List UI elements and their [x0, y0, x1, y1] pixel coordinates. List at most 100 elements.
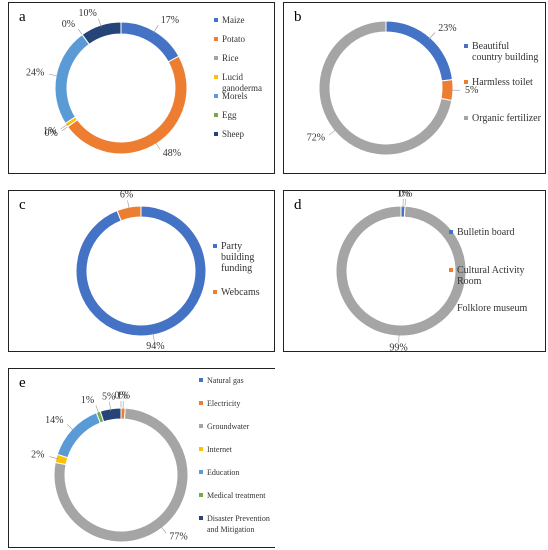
data-label: 14%	[45, 415, 63, 426]
legend-label: Sheep	[222, 129, 244, 139]
chart-panel: 1% 0% 99% d Bulletin board Cultural Activity …	[283, 190, 546, 352]
legend-label: Medical treatment	[207, 491, 266, 500]
legend-swatch	[213, 244, 217, 248]
legend-item: Webcams	[213, 287, 273, 333]
legend-label: Party building funding	[221, 241, 255, 274]
legend-swatch	[214, 75, 218, 79]
legend-item: Cultural Activity Room	[449, 265, 539, 303]
chart-panel: 23% 5% 72% b Beautiful country building Harml…	[283, 2, 546, 174]
donut-chart: 23% 5% 72%	[307, 20, 478, 156]
legend-item: Internet	[199, 444, 275, 467]
legend-label: Organic fertilizer	[472, 113, 541, 124]
data-label: 24%	[26, 68, 44, 79]
leader-line	[95, 405, 100, 414]
leader-line	[428, 32, 436, 40]
legend-item: Medical treatment	[199, 490, 275, 513]
legend-label: Potato	[222, 34, 246, 44]
legend-label: Internet	[207, 445, 232, 454]
data-label: 0%	[62, 19, 75, 30]
legend-label: Education	[207, 468, 240, 477]
legend-item: Groundwater	[199, 421, 275, 444]
data-label: 1%	[117, 390, 130, 401]
legend-label: Bulletin board	[457, 227, 515, 238]
data-label: 5%	[465, 85, 478, 96]
legend-swatch	[214, 18, 218, 22]
panel-letter: a	[19, 9, 26, 25]
legend-swatch	[199, 424, 203, 428]
donut-slice	[56, 412, 102, 459]
leader-line	[98, 18, 102, 28]
leader-line	[49, 456, 59, 460]
chart-panel: 94% 6% c Party building funding Webcams	[8, 190, 275, 352]
data-label: 72%	[307, 133, 325, 144]
data-label: 5%	[102, 391, 115, 402]
legend-label: Rice	[222, 53, 239, 63]
donut-chart: 0%1%77%2%14%1% 5%	[31, 390, 189, 543]
legend-swatch	[214, 132, 218, 136]
leader-line	[49, 74, 59, 77]
leader-line	[152, 332, 155, 342]
legend-swatch	[449, 230, 453, 234]
legend-swatch	[199, 516, 203, 520]
legend-item: Natural gas	[199, 375, 275, 398]
legend: Natural gas Electricity Groundwater Interne…	[199, 375, 275, 536]
legend-swatch	[464, 44, 468, 48]
legend-label: Webcams	[221, 287, 260, 298]
donut-chart: 1%0% 99%	[335, 191, 467, 351]
leader-line	[60, 123, 69, 130]
legend-swatch	[199, 493, 203, 497]
legend-label: Natural gas	[207, 376, 244, 385]
donut-slice	[99, 407, 122, 423]
panel-letter: c	[19, 197, 26, 213]
legend-item: Education	[199, 467, 275, 490]
legend-item: Beautiful country building	[464, 41, 542, 77]
legend-swatch	[199, 401, 203, 405]
legend-swatch	[199, 447, 203, 451]
leader-line	[109, 401, 112, 411]
data-label: 77%	[169, 532, 187, 543]
legend-swatch	[199, 470, 203, 474]
legend-item: Morels	[214, 91, 272, 110]
legend: Beautiful country building Harmless toile…	[464, 41, 542, 149]
data-label: 10%	[79, 8, 97, 19]
leader-line	[155, 141, 161, 150]
data-label: 17%	[161, 15, 179, 26]
legend-item: Egg	[214, 110, 272, 129]
data-label: 0%	[114, 390, 127, 401]
legend-swatch	[449, 268, 453, 272]
legend-item: Organic fertilizer	[464, 113, 542, 149]
data-label: 1%	[43, 126, 56, 137]
legend: Maize Potato Rice Lucid ganoderma Morels Egg S…	[214, 15, 272, 148]
legend-label: Disaster Prevention and Mitigation	[207, 514, 270, 534]
panel-letter: d	[294, 197, 302, 213]
legend-label: Folklore museum	[457, 303, 528, 314]
legend-swatch	[213, 290, 217, 294]
legend-swatch	[199, 378, 203, 382]
legend: Bulletin board Cultural Activity Room Folk…	[449, 227, 539, 341]
donut-slice	[75, 205, 207, 337]
legend-item: Lucid ganoderma	[214, 72, 272, 93]
legend-item: Maize	[214, 15, 272, 34]
legend-item: Potato	[214, 34, 272, 53]
data-label: 23%	[438, 23, 456, 34]
donut-slice	[54, 33, 90, 125]
legend-label: Maize	[222, 15, 245, 25]
leader-line	[127, 200, 130, 210]
legend-item: Electricity	[199, 398, 275, 421]
legend-label: Lucid ganoderma	[222, 72, 262, 93]
legend-item: Party building funding	[213, 241, 273, 287]
legend-swatch	[464, 80, 468, 84]
legend-swatch	[214, 113, 218, 117]
leader-line	[328, 129, 337, 136]
legend-label: Egg	[222, 110, 237, 120]
legend-item: Bulletin board	[449, 227, 539, 265]
leader-line	[153, 25, 159, 34]
data-label: 94%	[146, 341, 164, 351]
donut-chart: 94% 6%	[75, 191, 207, 351]
legend-label: Groundwater	[207, 422, 250, 431]
leader-line	[160, 526, 167, 534]
donut-slice	[116, 205, 142, 222]
leader-line	[66, 424, 74, 431]
legend-label: Harmless toilet	[472, 77, 533, 88]
